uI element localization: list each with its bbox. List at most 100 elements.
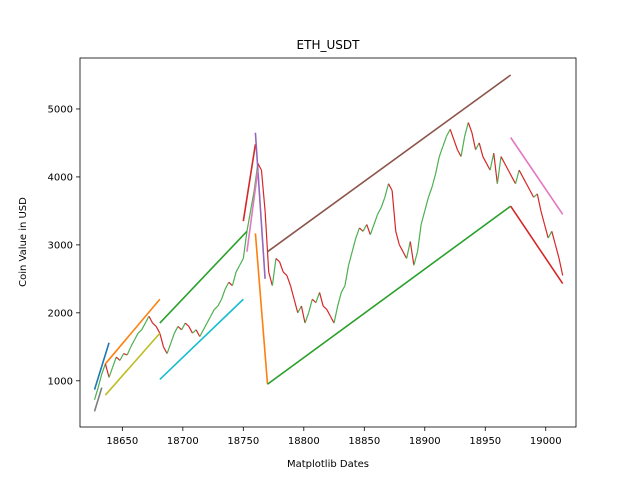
price-segment — [210, 309, 215, 317]
price-segment — [547, 231, 553, 239]
price-segment — [144, 315, 150, 324]
price-segment — [402, 251, 408, 259]
price-segment — [192, 329, 197, 334]
price-segment — [435, 156, 440, 174]
trend-line — [93, 387, 103, 412]
price-segment — [155, 326, 161, 334]
price-segment — [228, 281, 233, 287]
price-segment — [126, 346, 132, 356]
price-segment — [337, 292, 342, 307]
trend-line — [104, 298, 161, 365]
price-segment — [162, 346, 168, 354]
price-segment — [507, 169, 513, 178]
price-segment — [554, 244, 560, 259]
price-segment — [97, 373, 103, 388]
price-segment — [329, 315, 335, 324]
price-segment — [362, 224, 368, 232]
price-segment — [456, 149, 462, 157]
price-segment — [409, 241, 415, 266]
price-segment — [235, 264, 241, 273]
price-segment — [540, 210, 546, 225]
price-segment — [395, 231, 400, 246]
price-segment — [529, 190, 535, 198]
y-tick-label: 1000 — [48, 376, 73, 387]
price-segment — [398, 244, 404, 252]
price-segment — [406, 241, 411, 259]
price-segment — [475, 142, 480, 151]
price-segment — [188, 326, 194, 334]
price-segment — [464, 122, 469, 137]
trend-line — [159, 230, 248, 324]
x-tick-label: 18700 — [167, 436, 199, 447]
price-segment — [420, 210, 426, 225]
price-segment — [344, 265, 350, 286]
price-segment — [340, 285, 346, 293]
price-segment — [239, 258, 244, 266]
price-segment — [315, 292, 321, 303]
price-segment — [249, 190, 255, 212]
price-segment — [493, 153, 498, 184]
trend-line — [267, 74, 512, 253]
price-segment — [308, 299, 313, 313]
price-segment — [104, 363, 110, 378]
price-segment — [130, 339, 135, 348]
price-segment — [137, 329, 143, 334]
price-segment — [424, 197, 429, 212]
trend-line — [510, 205, 564, 285]
price-segment — [482, 156, 488, 164]
price-segment — [293, 299, 299, 313]
price-segment — [318, 292, 324, 307]
price-segment — [264, 210, 270, 273]
trend-line — [267, 205, 512, 385]
price-segment — [300, 305, 306, 324]
price-segment — [449, 129, 455, 140]
x-tick-label: 19000 — [530, 436, 562, 447]
price-segment — [268, 271, 273, 286]
price-segment — [202, 322, 208, 331]
price-segment — [416, 224, 422, 252]
price-segment — [279, 261, 284, 273]
price-segment — [246, 210, 252, 232]
y-tick-label: 4000 — [48, 172, 73, 183]
price-segment — [347, 251, 353, 266]
x-tick-label: 18750 — [227, 436, 259, 447]
price-segment — [231, 271, 237, 286]
price-segment — [467, 122, 473, 133]
chart-title: ETH_USDT — [297, 38, 361, 52]
price-segment — [289, 285, 295, 300]
price-segment — [195, 329, 201, 337]
price-segment — [170, 333, 175, 344]
x-tick-label: 18900 — [409, 436, 441, 447]
price-segment — [115, 356, 121, 361]
price-segment — [453, 139, 459, 150]
y-tick-label: 3000 — [48, 240, 73, 251]
price-segment — [199, 329, 204, 337]
price-segment — [351, 237, 357, 252]
price-segment — [184, 322, 190, 327]
price-segment — [446, 129, 451, 137]
price-segment — [377, 207, 382, 215]
price-segment — [558, 258, 564, 276]
price-segment — [286, 275, 292, 286]
price-segment — [206, 315, 212, 324]
trend-line — [254, 233, 269, 385]
price-segment — [141, 322, 146, 331]
price-segment — [220, 288, 226, 300]
price-segment — [311, 298, 317, 304]
x-tick-label: 18650 — [106, 436, 138, 447]
price-segment — [543, 224, 549, 239]
price-segment — [359, 227, 364, 232]
price-segment — [373, 214, 379, 225]
y-axis: 1000 2000 3000 4000 5000 — [48, 104, 80, 387]
price-segment — [333, 305, 339, 324]
y-axis-label: Coin Value in USD — [18, 197, 29, 287]
price-segment — [242, 231, 248, 259]
price-segment — [442, 135, 448, 147]
price-segment — [133, 332, 139, 341]
price-segment — [525, 183, 531, 191]
price-segment — [485, 163, 491, 171]
price-segment — [297, 305, 302, 314]
price-segment — [536, 193, 542, 212]
price-segment — [551, 231, 557, 246]
